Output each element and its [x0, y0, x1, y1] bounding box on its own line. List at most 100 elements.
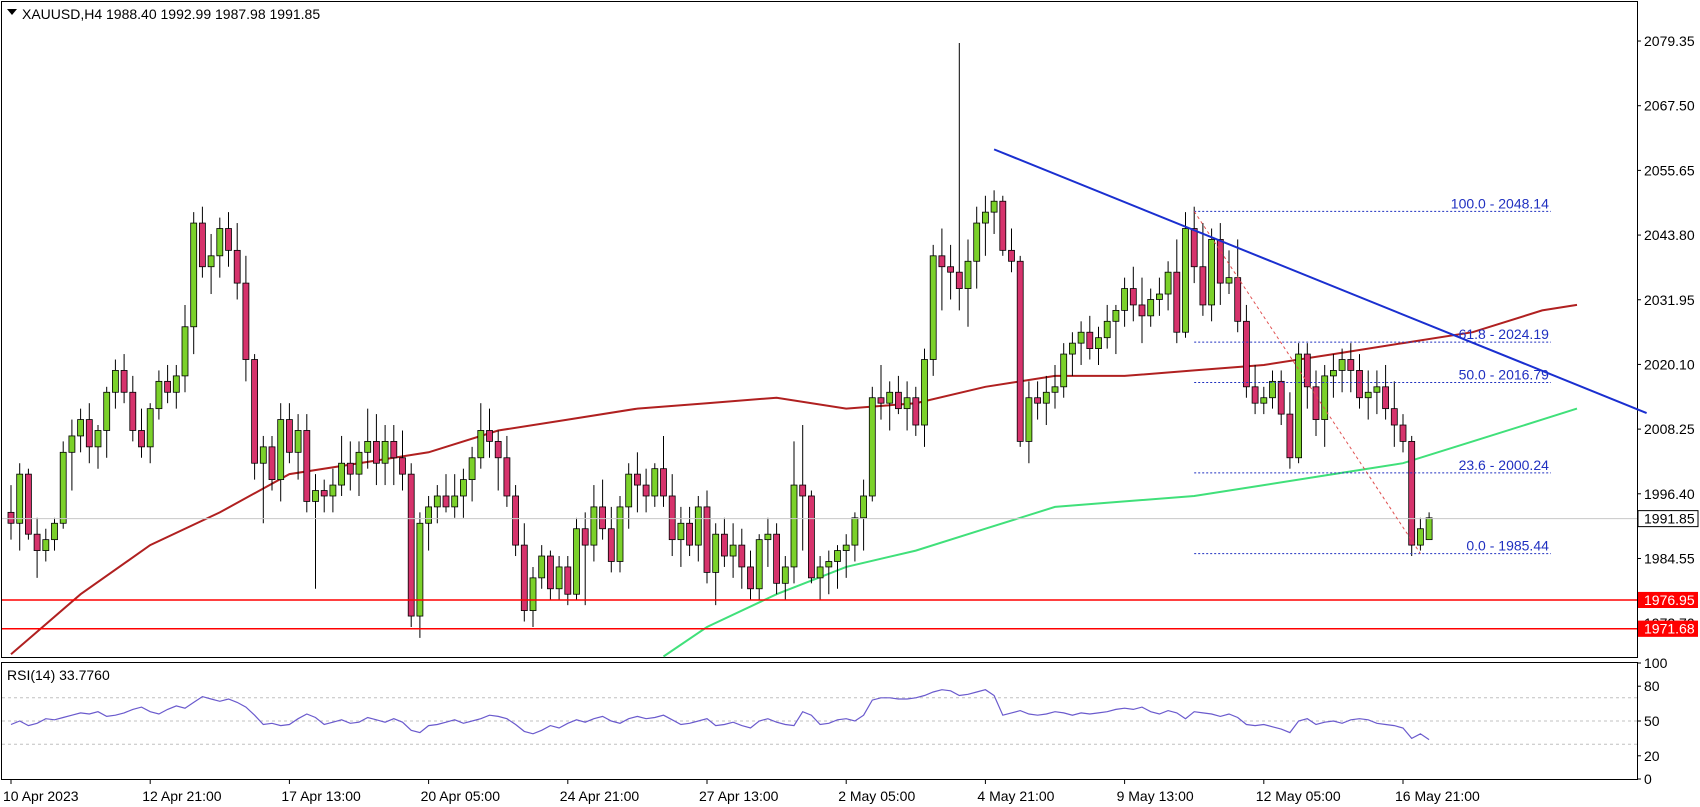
candle-body [146, 408, 154, 448]
candle-body [1330, 370, 1337, 377]
candle [1373, 370, 1381, 415]
candle [1190, 206, 1198, 284]
candle-body [929, 255, 937, 360]
candle [1347, 343, 1355, 393]
moving-averages [10, 303, 1578, 658]
candle [120, 354, 128, 404]
candle-body [625, 473, 633, 508]
candle [816, 556, 824, 600]
candle [364, 408, 372, 469]
candle [825, 550, 833, 595]
candle [433, 485, 441, 524]
candle-body [964, 260, 972, 289]
candle [94, 425, 102, 469]
candle-body [1234, 277, 1242, 322]
candle [1295, 343, 1302, 464]
candle [1008, 228, 1015, 273]
candle-body [129, 391, 137, 431]
candle [999, 195, 1007, 256]
candle [503, 435, 511, 507]
candle [138, 408, 145, 458]
candle-body [573, 528, 580, 595]
candle-body [1016, 260, 1024, 442]
candle [1312, 370, 1320, 436]
candle-body [407, 473, 415, 617]
rsi-axis-label: 50 [1644, 713, 1660, 729]
rsi-axis-label: 100 [1644, 655, 1668, 671]
candle-body [973, 222, 981, 262]
candle-body [1269, 380, 1276, 399]
candle-body [190, 222, 198, 328]
candle [390, 425, 398, 486]
candle [520, 523, 528, 622]
rsi-indicator: 100 80 50 20 0 [2, 655, 1668, 787]
candle-body [677, 522, 685, 541]
candle [33, 517, 41, 578]
candle-body [1277, 380, 1285, 415]
candle-body [1060, 353, 1068, 388]
candle-body [747, 566, 754, 590]
candle-body [868, 397, 876, 497]
candle-body [1051, 386, 1059, 393]
candle-body [294, 430, 302, 453]
candle [103, 386, 111, 458]
candle-body [68, 435, 76, 453]
collapse-triangle-icon[interactable] [7, 9, 17, 15]
candle-body [816, 566, 824, 579]
candle-body [860, 495, 867, 519]
candle [442, 474, 450, 513]
overlays: 100.0 - 2048.14 61.8 - 2024.19 50.0 - 2016… [2, 148, 1647, 630]
candle [1042, 375, 1050, 426]
candle [59, 441, 67, 529]
candle-body [477, 430, 485, 459]
candle [1382, 364, 1389, 420]
candle [538, 545, 546, 589]
candle [346, 441, 354, 491]
candle [1025, 381, 1033, 464]
candle-body [694, 506, 702, 546]
candle-body [790, 484, 798, 568]
candle [1086, 315, 1094, 360]
candle [16, 463, 24, 551]
candle-body [1164, 271, 1172, 295]
candle-body [112, 370, 119, 393]
rsi-axis-label: 20 [1644, 748, 1660, 764]
time-axis-label: 10 Apr 2023 [3, 788, 79, 804]
candle-body [1338, 359, 1346, 371]
main-plot-frame [1, 1, 1638, 658]
candle [729, 523, 737, 578]
candle [1277, 370, 1285, 426]
candle-body [547, 555, 554, 590]
candle [1408, 435, 1416, 557]
candle [207, 233, 215, 295]
candle [1330, 354, 1337, 398]
candle [955, 42, 963, 311]
candle-body [1173, 271, 1181, 333]
candle-body [1295, 353, 1302, 459]
price-axis-label: 2031.95 [1644, 292, 1695, 308]
candle-body [781, 566, 789, 584]
candle [721, 517, 728, 567]
candle [1121, 277, 1128, 327]
current-price-label: 1991.85 [1644, 511, 1695, 527]
candle-body [799, 484, 807, 497]
candle [773, 523, 780, 595]
candle [799, 425, 807, 551]
slow-moving-average-line [10, 303, 1578, 656]
candle [181, 304, 189, 393]
candle-body [590, 506, 598, 546]
candle-body [668, 495, 676, 541]
candle [555, 556, 563, 600]
candle [660, 435, 667, 507]
candle [277, 403, 285, 502]
candle [198, 206, 206, 278]
candle-body [738, 544, 746, 568]
descending-trendline [993, 148, 1647, 414]
candle-body [834, 550, 841, 562]
candle-body [486, 430, 493, 442]
fib-diagonal-line [1193, 211, 1421, 554]
candle-body [242, 282, 250, 360]
candle [251, 354, 259, 480]
candle-body [1103, 320, 1111, 339]
candle [868, 386, 876, 502]
